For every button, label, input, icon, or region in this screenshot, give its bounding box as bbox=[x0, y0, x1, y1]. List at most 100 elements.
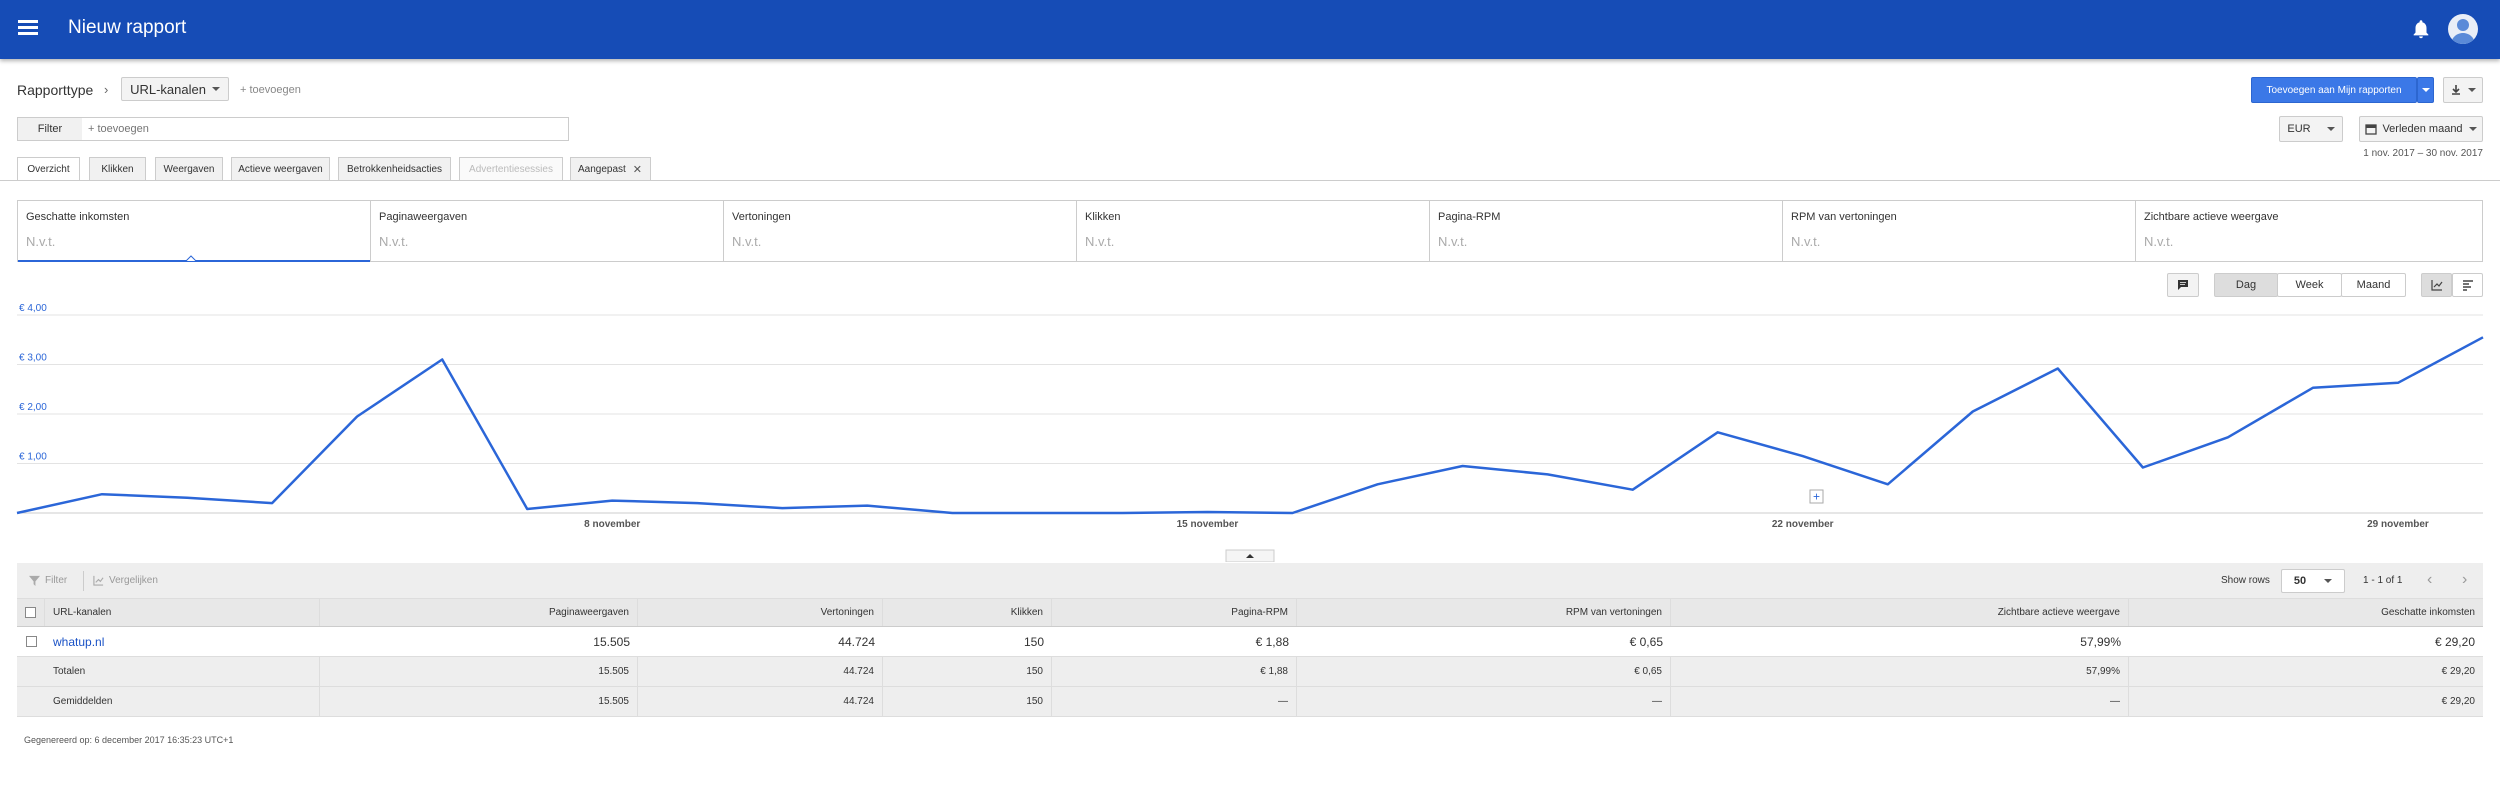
granularity-week-button[interactable]: Week bbox=[2277, 273, 2342, 297]
data-point[interactable] bbox=[693, 499, 701, 507]
data-point[interactable] bbox=[1118, 509, 1126, 517]
filter-input[interactable] bbox=[82, 117, 569, 141]
metric-card-klikken[interactable]: Klikken N.v.t. bbox=[1077, 201, 1430, 261]
pointer-icon bbox=[186, 255, 196, 261]
data-point[interactable] bbox=[2054, 364, 2062, 372]
data-point[interactable] bbox=[13, 509, 21, 517]
data-point[interactable] bbox=[1629, 486, 1637, 494]
data-point[interactable] bbox=[778, 504, 786, 512]
data-point[interactable] bbox=[2224, 433, 2232, 441]
tab-divider bbox=[0, 180, 2500, 181]
data-point[interactable] bbox=[1799, 452, 1807, 460]
annotations-button[interactable] bbox=[2167, 273, 2199, 297]
table-cell: 44.724 bbox=[638, 687, 883, 716]
metric-value: N.v.t. bbox=[732, 234, 762, 249]
notifications-bell-icon[interactable] bbox=[2410, 18, 2432, 40]
date-range-dropdown[interactable]: Verleden maand bbox=[2359, 116, 2483, 142]
url-channel-link[interactable]: whatup.nl bbox=[53, 634, 105, 649]
row-checkbox-cell[interactable] bbox=[17, 627, 45, 656]
tab-klikken[interactable]: Klikken bbox=[89, 157, 146, 181]
data-point[interactable] bbox=[1289, 509, 1297, 517]
line-chart-view-button[interactable] bbox=[2421, 273, 2452, 297]
data-point[interactable] bbox=[438, 356, 446, 364]
metric-card-pagina-rpm[interactable]: Pagina-RPM N.v.t. bbox=[1430, 201, 1783, 261]
add-to-reports-dropdown[interactable] bbox=[2417, 77, 2434, 103]
select-all-checkbox[interactable] bbox=[25, 607, 36, 618]
column-header[interactable]: Geschatte inkomsten bbox=[2381, 607, 2475, 618]
add-to-my-reports-button[interactable]: Toevoegen aan Mijn rapporten bbox=[2251, 77, 2417, 103]
data-point[interactable] bbox=[523, 505, 531, 513]
data-point[interactable] bbox=[1374, 480, 1382, 488]
metric-label: Zichtbare actieve weergave bbox=[2144, 211, 2279, 223]
column-header[interactable]: URL-kanalen bbox=[45, 599, 320, 626]
data-point[interactable] bbox=[863, 502, 871, 510]
compare-button[interactable]: Vergelijken bbox=[93, 575, 158, 586]
data-point[interactable] bbox=[1714, 428, 1722, 436]
data-point[interactable] bbox=[268, 499, 276, 507]
table-cell: € 0,65 bbox=[1629, 634, 1663, 649]
data-point[interactable] bbox=[2139, 463, 2147, 471]
column-header[interactable]: RPM van vertoningen bbox=[1297, 599, 1671, 626]
download-icon bbox=[2452, 85, 2460, 95]
filter-button[interactable]: Filter bbox=[17, 117, 83, 141]
download-button[interactable] bbox=[2443, 77, 2483, 103]
column-header[interactable]: Vertoningen bbox=[638, 599, 883, 626]
data-point[interactable] bbox=[183, 494, 191, 502]
metric-card-rpm-van-vertoningen[interactable]: RPM van vertoningen N.v.t. bbox=[1783, 201, 2136, 261]
data-point[interactable] bbox=[353, 412, 361, 420]
tab-actieve-weergaven[interactable]: Actieve weergaven bbox=[231, 157, 330, 181]
tab-weergaven[interactable]: Weergaven bbox=[155, 157, 223, 181]
date-range-detail: 1 nov. 2017 – 30 nov. 2017 bbox=[2363, 148, 2483, 159]
next-page-icon[interactable]: › bbox=[2462, 571, 2468, 588]
tab-aangepast-label: Aangepast bbox=[578, 163, 626, 175]
menu-icon[interactable] bbox=[18, 20, 38, 36]
account-avatar-icon[interactable] bbox=[2448, 14, 2478, 44]
granularity-month-button[interactable]: Maand bbox=[2341, 273, 2406, 297]
select-all-checkbox-cell[interactable] bbox=[17, 599, 45, 626]
currency-dropdown[interactable]: EUR bbox=[2279, 116, 2343, 142]
metric-card-vertoningen[interactable]: Vertoningen N.v.t. bbox=[724, 201, 1077, 261]
table-cell: 15.505 bbox=[320, 687, 638, 716]
metric-card-zichtbare-actieve-weergave[interactable]: Zichtbare actieve weergave N.v.t. bbox=[2136, 201, 2482, 261]
data-point[interactable] bbox=[1203, 508, 1211, 516]
x-tick-label: 15 november bbox=[1177, 519, 1239, 530]
granularity-day-button[interactable]: Dag bbox=[2214, 273, 2278, 297]
column-header[interactable]: Pagina-RPM bbox=[1052, 599, 1297, 626]
report-type-value: URL-kanalen bbox=[130, 81, 206, 97]
row-checkbox[interactable] bbox=[25, 636, 37, 647]
data-point[interactable] bbox=[608, 497, 616, 505]
metric-value: N.v.t. bbox=[2144, 234, 2174, 249]
y-tick-label: € 1,00 bbox=[19, 452, 47, 463]
metric-card-paginaweergaven[interactable]: Paginaweergaven N.v.t. bbox=[371, 201, 724, 261]
tab-overzicht[interactable]: Overzicht bbox=[17, 157, 80, 181]
data-point[interactable] bbox=[1033, 509, 1041, 517]
bar-chart-view-button[interactable] bbox=[2452, 273, 2483, 297]
rows-per-page-dropdown[interactable]: 50 bbox=[2281, 569, 2345, 593]
column-header[interactable]: Zichtbare actieve weergave bbox=[1671, 599, 2129, 626]
column-header[interactable]: Klikken bbox=[883, 599, 1052, 626]
table-filter-button[interactable]: Filter bbox=[29, 575, 67, 586]
column-header[interactable]: Paginaweergaven bbox=[320, 599, 638, 626]
data-point[interactable] bbox=[2394, 379, 2402, 387]
bar-chart-icon bbox=[2462, 280, 2473, 291]
report-type-dropdown[interactable]: URL-kanalen bbox=[121, 77, 229, 101]
tab-aangepast[interactable]: Aangepast ✕ bbox=[570, 157, 651, 181]
add-dimension-link[interactable]: + toevoegen bbox=[240, 84, 301, 96]
data-point[interactable] bbox=[1884, 480, 1892, 488]
data-point[interactable] bbox=[948, 509, 956, 517]
tab-betrokkenheidsacties[interactable]: Betrokkenheidsacties bbox=[338, 157, 451, 181]
data-point[interactable] bbox=[1459, 462, 1467, 470]
add-annotation-icon[interactable] bbox=[1809, 489, 1824, 504]
data-point[interactable] bbox=[1544, 470, 1552, 478]
data-point[interactable] bbox=[2309, 384, 2317, 392]
metric-card-geschatte-inkomsten[interactable]: Geschatte inkomsten N.v.t. bbox=[18, 201, 371, 262]
close-icon[interactable]: ✕ bbox=[632, 163, 642, 176]
data-point[interactable] bbox=[1969, 408, 1977, 416]
x-tick-label: 22 november bbox=[1772, 519, 1834, 530]
data-point[interactable] bbox=[98, 490, 106, 498]
metric-label: Vertoningen bbox=[732, 211, 791, 223]
data-point[interactable] bbox=[2479, 333, 2487, 341]
table-cell: 150 bbox=[883, 687, 1052, 716]
previous-page-icon[interactable]: ‹ bbox=[2427, 571, 2433, 588]
chevron-down-icon bbox=[2468, 127, 2477, 131]
